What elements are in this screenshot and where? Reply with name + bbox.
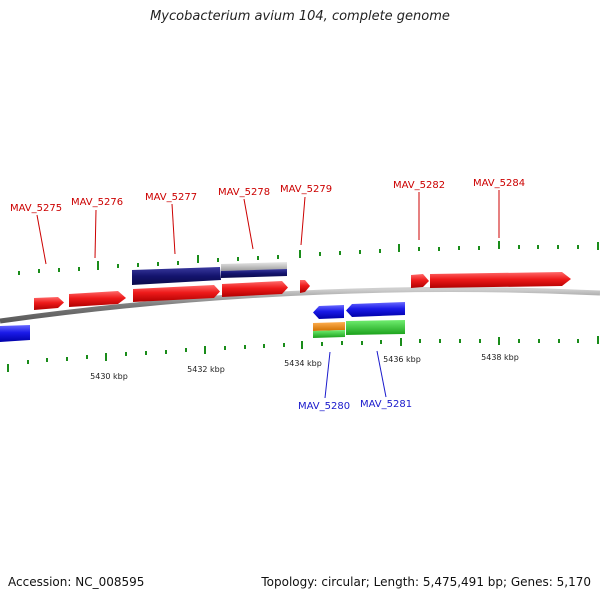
reverse-label-lines — [324, 350, 387, 399]
leader-line — [300, 196, 306, 246]
scale-label: 5430 kbp — [90, 372, 128, 381]
reverse-genes — [0, 302, 405, 342]
leader-line — [243, 198, 254, 250]
gene-arrow-mav-5284[interactable] — [430, 272, 571, 288]
gene-label-mav-5280[interactable]: MAV_5280 — [298, 401, 350, 412]
feature-band-orange — [313, 322, 345, 331]
leader-line — [94, 209, 97, 259]
gene-label-mav-5275[interactable]: MAV_5275 — [10, 203, 62, 214]
gene-label-mav-5277[interactable]: MAV_5277 — [145, 192, 197, 203]
forward-genes — [34, 272, 571, 310]
gene-arrow-mav-5279[interactable] — [300, 280, 310, 293]
feature-band-navy — [132, 267, 221, 285]
forward-scale-ticks — [18, 241, 599, 275]
gene-arrow-mav-5282[interactable] — [411, 274, 429, 288]
scale-label: 5434 kbp — [284, 359, 322, 368]
gene-label-mav-5281[interactable]: MAV_5281 — [360, 399, 412, 410]
gene-arrow-mav-5277[interactable] — [133, 285, 220, 302]
feature-band-navy-small — [221, 269, 287, 278]
forward-label-lines — [36, 190, 500, 265]
leader-line — [324, 351, 331, 399]
gene-label-mav-5282[interactable]: MAV_5282 — [393, 180, 445, 191]
gene-label-mav-5284[interactable]: MAV_5284 — [473, 178, 525, 189]
feature-band-silver — [221, 262, 287, 271]
reverse-gene-labels: MAV_5280 MAV_5281 — [298, 399, 412, 412]
gene-label-mav-5278[interactable]: MAV_5278 — [218, 187, 270, 198]
gene-label-mav-5276[interactable]: MAV_5276 — [71, 197, 123, 208]
leader-line — [36, 214, 47, 265]
genome-backbone — [0, 287, 600, 324]
gene-arrow-mav-5280[interactable] — [313, 305, 344, 319]
forward-gene-labels: MAV_5275 MAV_5276 MAV_5277 MAV_5278 MAV_… — [10, 178, 525, 214]
gene-arrow-mav-5278[interactable] — [222, 281, 288, 297]
feature-band-green — [346, 320, 405, 335]
gene-arrow-mav-5281[interactable] — [346, 302, 405, 317]
scale-label: 5432 kbp — [187, 365, 225, 374]
leader-line — [171, 203, 176, 255]
leader-line — [376, 350, 387, 398]
gene-arrow-mav-5276[interactable] — [69, 291, 126, 307]
scale-label: 5436 kbp — [383, 355, 421, 364]
scale-label: 5438 kbp — [481, 353, 519, 362]
genome-title: Mycobacterium avium 104, complete genome — [150, 9, 450, 24]
feature-band-green-left — [313, 330, 345, 338]
scale-labels: 5430 kbp 5432 kbp 5434 kbp 5436 kbp 5438… — [90, 353, 519, 381]
reverse-scale-ticks — [7, 336, 599, 372]
gene-arrow-mav-5275[interactable] — [34, 297, 64, 310]
accession-text: Accession: NC_008595 — [8, 575, 145, 589]
gene-label-mav-5279[interactable]: MAV_5279 — [280, 184, 332, 195]
gene-arrow-left-edge[interactable] — [0, 325, 30, 342]
topology-text: Topology: circular; Length: 5,475,491 bp… — [261, 575, 591, 589]
